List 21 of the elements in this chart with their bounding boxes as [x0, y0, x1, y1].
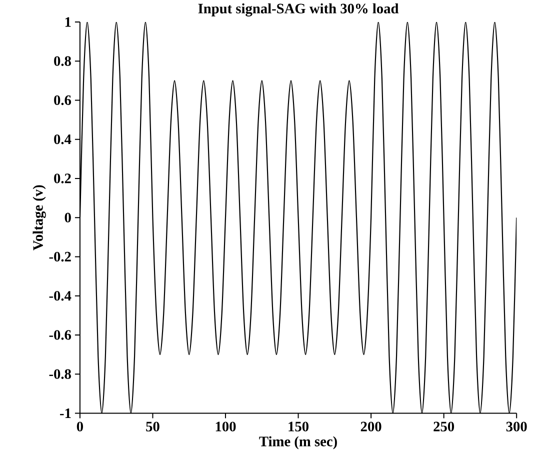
x-tick-label: 100 — [216, 422, 236, 432]
y-tick-label: -0.2 — [49, 252, 71, 262]
x-tick-label: 0 — [76, 422, 83, 432]
x-tick-label: 50 — [146, 422, 160, 432]
x-tick-label: 300 — [506, 422, 527, 432]
y-tick-label: -0.4 — [49, 291, 72, 301]
y-tick-label: 1 — [65, 17, 71, 27]
chart-title: Input signal-SAG with 30% load — [198, 4, 399, 17]
y-tick-label: 0.6 — [54, 96, 72, 106]
x-tick-label: 250 — [434, 422, 454, 432]
y-tick-label: 0.2 — [54, 174, 71, 184]
x-tick-label: 200 — [360, 422, 382, 432]
y-tick-label: -0.6 — [49, 330, 72, 340]
y-axis-title: Voltage (v) — [32, 185, 46, 251]
x-axis-title: Time (m sec) — [259, 436, 337, 450]
y-tick-label: -1 — [60, 408, 71, 418]
y-tick-label: 0.8 — [54, 56, 71, 66]
y-tick-label: 0.4 — [54, 134, 72, 144]
y-tick-label: 0 — [64, 212, 71, 223]
y-tick-label: -0.8 — [49, 369, 71, 380]
x-tick-label: 150 — [288, 422, 308, 432]
